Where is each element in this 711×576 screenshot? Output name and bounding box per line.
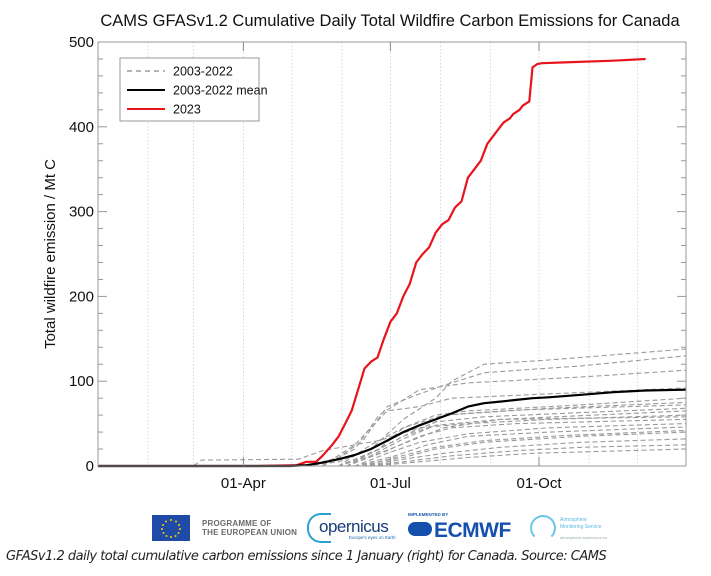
legend-label: 2003-2022 mean (173, 84, 268, 98)
eu-flag-logo (152, 515, 190, 541)
chart-title: CAMS GFASv1.2 Cumulative Daily Total Wil… (100, 12, 680, 30)
series-line-mean (98, 388, 687, 468)
x-axis: 01-Apr 01-Jul 01-Oct (221, 42, 562, 492)
series-main-group (98, 57, 687, 468)
cams-logo: Atmosphere Monitoring Service atmosphere… (530, 513, 690, 543)
legend-label: 2003-2022 (173, 65, 233, 79)
y-tick-label: 0 (86, 458, 94, 475)
copernicus-arc-icon (307, 513, 331, 543)
eu-text-line2: THE EUROPEAN UNION (202, 528, 298, 537)
ecmwf-implemented-by: IMPLEMENTED BY (408, 512, 449, 517)
logo-strip: PROGRAMME OF THE EUROPEAN UNION opernicu… (150, 512, 690, 543)
series-line-2003-2022 (98, 397, 687, 467)
ecmwf-wordmark: ECMWF (434, 519, 511, 542)
cams-globe-icon (530, 515, 556, 541)
y-axis: 0 100 200 300 400 500 (69, 34, 686, 475)
y-axis-label: Total wildfire emission / Mt C (42, 159, 59, 349)
series-line-2003-2022 (98, 401, 687, 467)
cams-line2: Monitoring Service (560, 524, 602, 530)
x-tick-label: 01-Oct (516, 475, 562, 492)
copernicus-logo: opernicus Europe's eyes on Earth (305, 512, 401, 543)
x-tick-label: 01-Apr (221, 475, 266, 492)
y-tick-label: 500 (69, 34, 94, 51)
x-tick-label: 01-Jul (370, 475, 411, 492)
y-tick-label: 400 (69, 119, 94, 136)
copernicus-tagline: Europe's eyes on Earth (349, 535, 396, 540)
copernicus-wordmark: opernicus (319, 517, 389, 536)
cams-line1: Atmosphere (560, 517, 587, 523)
ecmwf-logo: IMPLEMENTED BY ECMWF (408, 512, 528, 542)
series-line-2003-2022 (98, 407, 687, 467)
y-tick-label: 100 (69, 373, 94, 390)
chart: CAMS GFASv1.2 Cumulative Daily Total Wil… (42, 12, 687, 492)
legend: 2003-2022 2003-2022 mean 2023 (119, 57, 268, 122)
cams-text: Atmosphere Monitoring Service (560, 517, 601, 531)
ecmwf-mark-icon (408, 522, 432, 536)
series-line-2003-2022 (98, 438, 687, 467)
eu-text-line1: PROGRAMME OF (202, 519, 272, 528)
legend-label: 2023 (173, 103, 201, 117)
eu-stars-icon (161, 519, 181, 538)
eu-programme-text: PROGRAMME OF THE EUROPEAN UNION (202, 519, 297, 537)
series-line-2023 (98, 57, 646, 468)
y-tick-label: 300 (69, 204, 94, 221)
cams-url: atmosphere.copernicus.eu (560, 535, 608, 540)
series-2003-2022-group (98, 348, 687, 467)
y-tick-label: 200 (69, 288, 94, 305)
plot-frame (97, 41, 687, 467)
series-line-2003-2022 (98, 387, 687, 467)
series-line-2003-2022 (98, 404, 687, 467)
series-line-2003-2022 (98, 355, 687, 467)
figure-caption: GFASv1.2 daily total cumulative carbon e… (6, 549, 607, 564)
series-line-2003-2022 (98, 414, 687, 467)
series-line-2003-2022 (98, 416, 687, 467)
series-line-2003-2022 (98, 348, 687, 467)
